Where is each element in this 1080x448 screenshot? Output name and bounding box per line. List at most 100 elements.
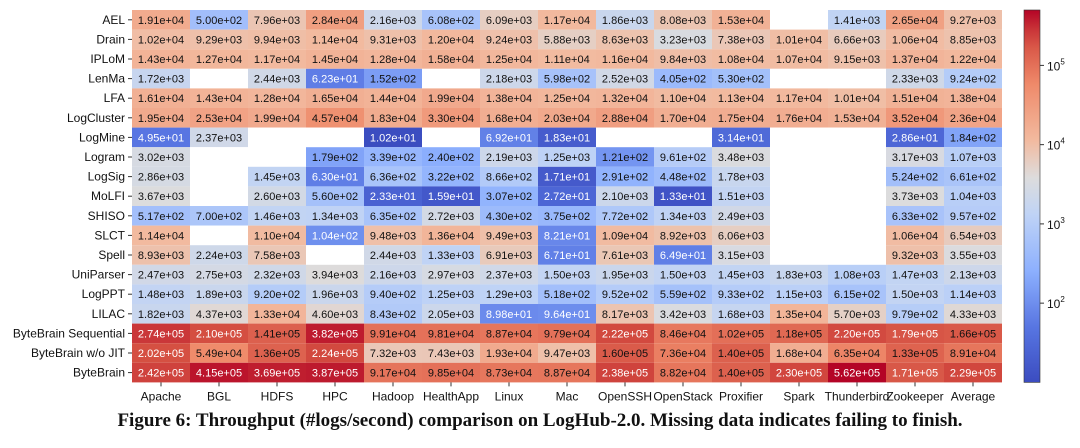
cell-value: 6.08e+02 (428, 15, 474, 27)
cell-value: 4.95e+01 (138, 132, 184, 144)
heatmap-cell (538, 127, 596, 148)
heatmap-cell (538, 147, 596, 167)
cell-value: 1.04e+02 (312, 230, 358, 242)
heatmap-cell (480, 166, 538, 187)
cell-value: 1.07e+04 (776, 54, 822, 66)
cell-value: 2.10e+05 (196, 328, 242, 340)
empty-cell (828, 186, 886, 206)
row-label: Logram (84, 150, 125, 164)
cell-value: 3.42e+03 (660, 309, 706, 321)
empty-cell (190, 147, 248, 167)
heatmap-cell (828, 343, 886, 363)
cell-value: 2.05e+03 (428, 309, 474, 321)
heatmap-cell (422, 186, 480, 206)
empty-cell (828, 166, 886, 187)
heatmap-cell (480, 108, 538, 128)
cell-value: 6.36e+02 (370, 172, 416, 184)
cell-value: 1.16e+04 (602, 54, 648, 66)
heatmap-cell (422, 29, 480, 50)
column-label: Average (951, 389, 996, 403)
cell-value: 1.46e+03 (254, 211, 300, 223)
cell-value: 9.15e+03 (834, 54, 880, 66)
cell-value: 1.28e+04 (370, 54, 416, 66)
cell-value: 9.61e+02 (660, 152, 706, 164)
heatmap-cell (306, 29, 364, 50)
cell-value: 1.84e+02 (950, 132, 996, 144)
cell-value: 3.73e+03 (892, 191, 938, 203)
heatmap-cell (596, 186, 654, 206)
heatmap-cell (364, 264, 422, 285)
heatmap-cell (654, 304, 712, 324)
cell-value: 9.84e+03 (660, 54, 706, 66)
heatmap-cell (886, 362, 944, 383)
cell-value: 4.37e+03 (196, 309, 242, 321)
heatmap-cell (190, 49, 248, 69)
cell-value: 6.49e+01 (660, 250, 706, 262)
heatmap-cell (944, 147, 1002, 167)
heatmap-cell (712, 108, 770, 128)
cell-value: 1.61e+04 (138, 93, 184, 105)
heatmap-cell (828, 323, 886, 344)
cell-value: 9.24e+03 (486, 34, 532, 46)
heatmap-cell (828, 49, 886, 69)
heatmap-cell (596, 245, 654, 265)
heatmap-cell (654, 225, 712, 246)
heatmap-cell (770, 343, 828, 363)
heatmap-cell (712, 186, 770, 206)
cell-value: 1.50e+03 (892, 289, 938, 301)
cell-value: 6.91e+03 (486, 250, 532, 262)
heatmap-cell (364, 225, 422, 246)
heatmap-cell (886, 108, 944, 128)
cell-value: 9.27e+03 (950, 15, 996, 27)
cell-value: 1.22e+04 (950, 54, 996, 66)
cell-value: 1.68e+04 (776, 348, 822, 360)
cell-value: 1.76e+04 (776, 113, 822, 125)
empty-cell (190, 186, 248, 206)
cell-value: 2.72e+01 (544, 191, 590, 203)
row-label: LogCluster (67, 111, 125, 125)
heatmap-cell (944, 49, 1002, 69)
heatmap-cell (712, 147, 770, 167)
cell-value: 1.33e+03 (428, 250, 474, 262)
cell-value: 3.55e+03 (950, 250, 996, 262)
heatmap-cell (712, 10, 770, 30)
heatmap-cell (944, 68, 1002, 89)
heatmap-cell (132, 10, 190, 30)
colorbar-tick-label: 104 (1047, 137, 1065, 153)
cell-value: 7.38e+03 (718, 34, 764, 46)
row-label: MoLFI (91, 189, 125, 203)
cell-value: 9.48e+03 (370, 230, 416, 242)
cell-value: 2.16e+03 (370, 270, 416, 282)
cell-value: 8.87e+04 (486, 328, 532, 340)
heatmap-cell (190, 127, 248, 148)
heatmap-cell (132, 49, 190, 69)
cell-value: 1.38e+04 (486, 93, 532, 105)
empty-cell (828, 225, 886, 246)
heatmap-cell (306, 108, 364, 128)
heatmap-cell (248, 323, 306, 344)
heatmap-cell (190, 362, 248, 383)
heatmap-cell (306, 186, 364, 206)
cell-value: 2.36e+04 (950, 113, 996, 125)
heatmap-cell (306, 166, 364, 187)
heatmap-cell (190, 245, 248, 265)
heatmap-cell (190, 304, 248, 324)
heatmap-cell (132, 88, 190, 108)
cell-value: 4.48e+02 (660, 172, 706, 184)
cell-value: 1.28e+04 (254, 93, 300, 105)
heatmap-cell (538, 68, 596, 89)
cell-value: 1.17e+04 (776, 93, 822, 105)
cell-value: 8.87e+04 (544, 368, 590, 380)
heatmap-cell (538, 10, 596, 30)
heatmap-cell (132, 108, 190, 128)
cell-value: 1.83e+01 (544, 132, 590, 144)
heatmap-cell (538, 108, 596, 128)
heatmap-cell (132, 245, 190, 265)
cell-value: 2.18e+03 (486, 74, 532, 86)
column-label: HealthApp (423, 389, 479, 403)
cell-value: 1.40e+05 (718, 368, 764, 380)
heatmap-cell (306, 88, 364, 108)
heatmap-cell (596, 108, 654, 128)
heatmap-cell (828, 29, 886, 50)
cell-value: 2.13e+03 (950, 270, 996, 282)
